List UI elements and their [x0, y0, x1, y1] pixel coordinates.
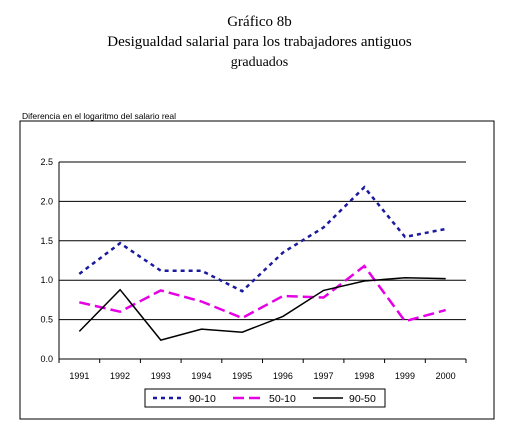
series-line-50-10 — [79, 264, 447, 323]
chart-subtitle: Desigualdad salarial para los trabajador… — [107, 34, 412, 50]
x-tick-label: 1994 — [191, 371, 211, 381]
x-tick-label: 1991 — [69, 371, 89, 381]
x-tick-label: 2000 — [436, 371, 456, 381]
x-tick-label: 1995 — [232, 371, 252, 381]
y-tick-label: 2.0 — [40, 196, 53, 206]
legend-label-50-10: 50-10 — [269, 393, 296, 405]
y-tick-label: 0.0 — [40, 354, 53, 364]
y-tick-label: 0.5 — [40, 315, 53, 325]
x-tick-label: 1993 — [151, 371, 171, 381]
chart-title: Gráfico 8b — [227, 14, 292, 30]
chart-subtitle-continued: graduados — [230, 55, 289, 70]
x-tick-label: 1997 — [314, 371, 334, 381]
x-tick-label: 1998 — [354, 371, 374, 381]
x-tick-label: 1992 — [110, 371, 130, 381]
series-line-90-10 — [78, 185, 446, 293]
series-line-90-50 — [78, 277, 446, 341]
legend-box — [144, 388, 386, 408]
legend-label-90-10: 90-10 — [189, 393, 216, 405]
legend-label-90-50: 90-50 — [349, 393, 376, 405]
x-tick-label: 1999 — [395, 371, 415, 381]
chart-frame — [19, 120, 495, 420]
x-tick-label: 1996 — [273, 371, 293, 381]
y-tick-label: 2.5 — [40, 157, 53, 167]
y-tick-label: 1.5 — [40, 236, 53, 246]
y-tick-label: 1.0 — [40, 275, 53, 285]
y-axis-label: Diferencia en el logaritmo del salario r… — [22, 111, 177, 121]
